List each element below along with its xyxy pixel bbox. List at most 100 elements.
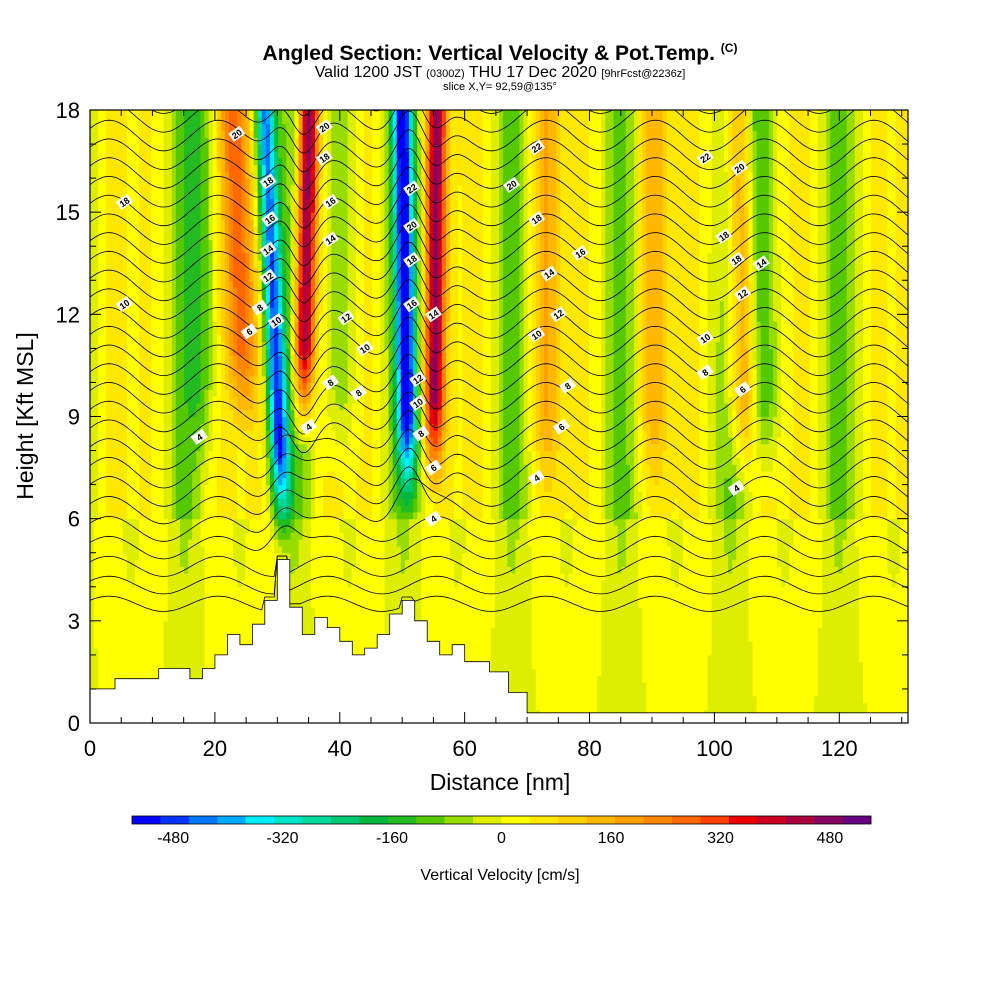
velocity-cell [261, 573, 267, 581]
velocity-cell [249, 627, 255, 636]
velocity-cell [114, 116, 120, 125]
velocity-cell [204, 280, 210, 288]
velocity-cell [274, 423, 279, 431]
velocity-cell [139, 382, 144, 390]
velocity-cell [192, 552, 197, 561]
velocity-cell [118, 225, 124, 234]
velocity-cell [110, 184, 116, 193]
velocity-cell [106, 178, 112, 186]
velocity-cell [175, 539, 181, 547]
velocity-cell [237, 423, 242, 431]
velocity-cell [286, 110, 292, 118]
velocity-cell [278, 450, 283, 458]
velocity-cell [98, 232, 103, 241]
velocity-cell [159, 300, 165, 309]
velocity-cell [216, 280, 222, 288]
velocity-cell [151, 525, 157, 533]
velocity-cell [151, 593, 157, 601]
velocity-cell [229, 232, 234, 241]
velocity-cell [151, 287, 157, 295]
velocity-cell [224, 232, 230, 241]
velocity-cell [139, 225, 144, 234]
velocity-cell [220, 470, 226, 479]
velocity-cell [286, 293, 292, 302]
velocity-cell [167, 137, 173, 145]
velocity-cell [269, 280, 275, 288]
velocity-cell [179, 464, 185, 472]
velocity-cell [269, 539, 275, 547]
velocity-cell [122, 464, 128, 472]
velocity-cell [102, 477, 107, 486]
velocity-cell [229, 375, 234, 384]
velocity-cell [102, 423, 107, 431]
velocity-cell [102, 409, 107, 418]
velocity-cell [261, 484, 267, 493]
velocity-cell [269, 559, 275, 567]
velocity-cell [294, 137, 300, 145]
velocity-cell [204, 396, 210, 404]
velocity-cell [155, 178, 161, 186]
velocity-cell [290, 130, 296, 138]
velocity-cell [290, 396, 296, 404]
velocity-cell [274, 164, 279, 172]
velocity-cell [233, 389, 238, 397]
velocity-cell [159, 341, 165, 349]
velocity-cell [134, 314, 140, 322]
velocity-cell [298, 552, 304, 561]
velocity-cell [192, 593, 197, 601]
velocity-cell [212, 293, 218, 302]
velocity-cell [224, 491, 230, 499]
velocity-cell [245, 362, 251, 370]
velocity-cell [147, 368, 152, 377]
velocity-cell [130, 484, 136, 493]
velocity-cell [171, 198, 177, 206]
velocity-cell [294, 157, 300, 166]
velocity-cell [139, 144, 144, 152]
velocity-cell [274, 178, 279, 186]
velocity-cell [122, 566, 128, 574]
velocity-cell [233, 627, 238, 636]
velocity-cell [216, 164, 222, 172]
velocity-cell [282, 362, 287, 370]
velocity-cell [175, 225, 181, 234]
velocity-cell [94, 321, 99, 329]
velocity-cell [261, 382, 267, 390]
velocity-cell [208, 314, 214, 322]
velocity-cell [106, 511, 112, 520]
velocity-cell [200, 641, 206, 649]
velocity-cell [188, 641, 193, 649]
velocity-cell [184, 545, 189, 554]
velocity-cell [212, 355, 218, 363]
velocity-cell [151, 110, 157, 118]
velocity-cell [249, 212, 255, 220]
velocity-cell [200, 627, 206, 636]
velocity-cell [310, 545, 316, 554]
velocity-cell [110, 641, 116, 649]
velocity-cell [114, 355, 120, 363]
velocity-cell [290, 368, 296, 377]
velocity-cell [94, 607, 99, 615]
velocity-cell [286, 436, 292, 445]
velocity-cell [134, 654, 140, 663]
velocity-cell [110, 239, 116, 247]
velocity-cell [139, 484, 144, 493]
velocity-cell [224, 614, 230, 622]
velocity-cell [278, 232, 283, 241]
velocity-cell [290, 157, 296, 166]
velocity-cell [216, 178, 222, 186]
velocity-cell [294, 110, 300, 118]
velocity-cell [98, 682, 103, 690]
velocity-cell [286, 470, 292, 479]
velocity-cell [114, 334, 120, 343]
velocity-cell [241, 470, 247, 479]
velocity-cell [102, 246, 107, 254]
velocity-cell [306, 280, 312, 288]
velocity-cell [163, 191, 169, 200]
velocity-cell [249, 525, 255, 533]
velocity-cell [245, 436, 251, 445]
velocity-cell [167, 484, 173, 493]
velocity-cell [94, 402, 99, 411]
velocity-cell [204, 566, 210, 574]
velocity-cell [265, 137, 271, 145]
velocity-cell [179, 505, 185, 513]
